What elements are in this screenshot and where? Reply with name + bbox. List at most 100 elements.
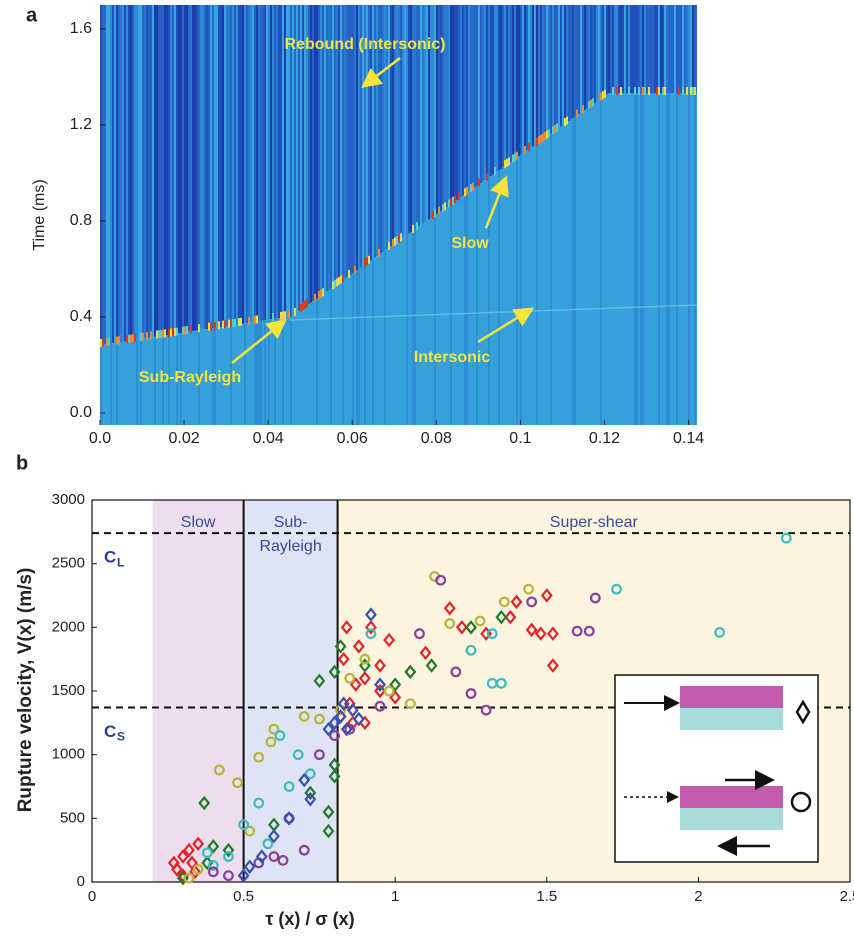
texture-speck [254,315,256,324]
texture-strip [566,5,569,123]
texture-strip [312,5,315,302]
image-texture [100,5,697,425]
point [253,797,265,809]
texture-strip [186,5,189,333]
texture-strip [658,5,661,93]
texture-strip [490,176,493,425]
texture-speck [592,98,594,107]
texture-speck [686,87,688,95]
point [344,723,356,735]
texture-strip [590,5,593,106]
speed-label: C [104,548,116,567]
texture-speck [604,89,606,98]
texture-strip [616,5,619,93]
texture-strip [484,5,487,181]
texture-strip [350,274,353,425]
texture-strip [224,326,227,425]
texture-strip [122,341,125,425]
point [298,711,310,722]
point [534,626,547,641]
texture-strip [242,5,245,324]
texture-strip [212,5,215,329]
texture-strip [546,136,549,425]
texture-speck [582,105,584,114]
texture-strip [688,5,691,93]
texture-strip [576,5,579,116]
texture-strip [248,5,251,323]
texture-strip [192,5,195,332]
texture-strip [554,131,557,425]
point [780,532,792,544]
x-tick-label: 0.12 [589,430,620,447]
texture-strip [284,5,287,318]
x-tick-label: 1 [391,888,399,905]
texture-speck [504,160,506,169]
texture-strip [412,5,415,231]
annotation: Slow [451,235,489,252]
texture-strip [612,93,615,425]
texture-speck [336,278,338,287]
texture-strip [136,5,139,340]
texture-strip [428,219,431,425]
texture-strip [418,5,421,227]
texture-strip [184,332,187,425]
texture-strip [402,237,405,425]
point [283,811,296,826]
x-tick-label: 0.02 [169,430,200,447]
texture-strip [592,5,595,105]
texture-strip [390,5,393,247]
texture-strip [618,5,621,93]
texture-speck [256,315,258,324]
texture-strip [220,326,223,425]
texture-strip [136,339,139,425]
texture-strip [208,5,211,329]
texture-strip [238,5,241,325]
texture-strip [558,5,561,129]
texture-strip [366,5,369,264]
texture-speck [172,328,174,337]
texture-strip [188,331,191,425]
texture-strip [470,190,473,425]
texture-strip [470,5,473,191]
y-tick-label: 0.4 [70,308,92,325]
texture-strip [324,292,327,425]
texture-strip [428,5,431,220]
texture-speck [512,154,514,163]
texture-speck [134,333,136,342]
texture-strip [430,218,433,425]
point [198,795,211,811]
texture-strip [114,5,117,343]
point [322,823,335,839]
texture-strip [342,5,345,281]
point [340,620,353,635]
texture-speck [656,87,658,95]
texture-strip [566,122,569,425]
texture-speck [304,300,306,309]
texture-strip [302,308,305,425]
texture-speck [182,326,184,335]
point [359,653,371,665]
texture-speck [160,329,162,338]
texture-speck [156,330,158,339]
texture-strip [174,5,177,334]
texture-speck [348,269,350,278]
point [304,768,316,780]
y-tick-label: 1000 [52,746,85,763]
texture-strip [146,5,149,339]
texture-strip [414,5,417,230]
speed-label-sub: L [117,555,124,569]
texture-strip [542,139,545,425]
point [498,596,510,608]
texture-speck [472,182,474,191]
texture-strip [326,291,329,425]
texture-strip [546,5,549,137]
texture-speck [366,257,368,266]
texture-strip [334,5,337,286]
texture-strip [668,5,671,93]
texture-speck [400,233,402,242]
texture-strip [690,5,693,93]
point [346,702,359,718]
texture-strip [456,199,459,425]
texture-strip [256,321,259,425]
texture-strip [326,5,329,292]
